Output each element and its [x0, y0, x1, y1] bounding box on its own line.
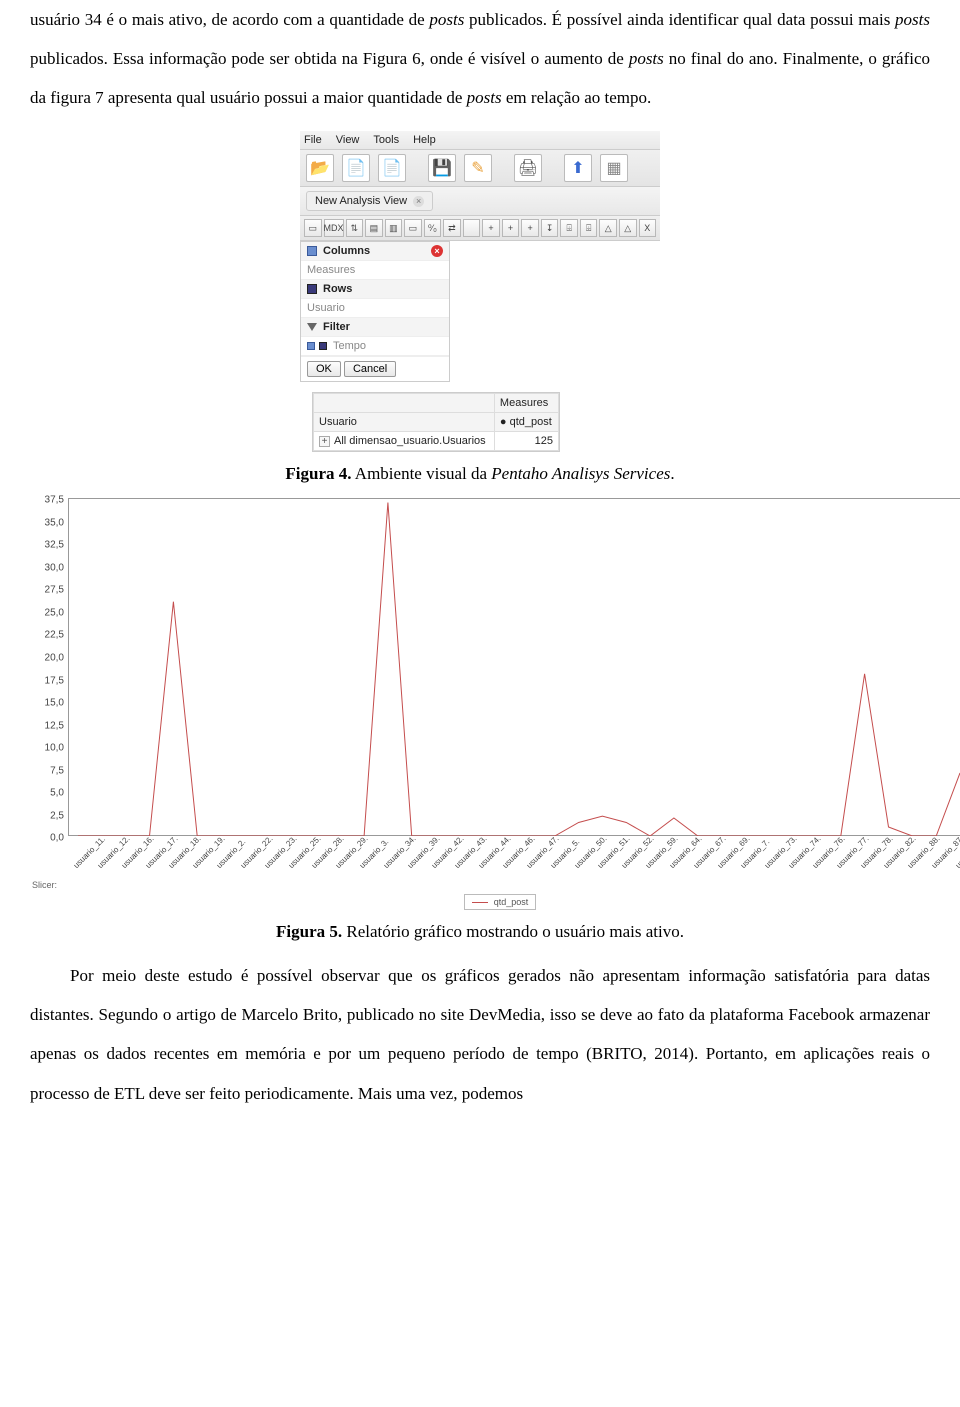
olap-tool-icon[interactable]: △: [599, 219, 617, 237]
rows-label: Rows: [323, 283, 352, 295]
print-icon[interactable]: 🖨: [514, 154, 542, 182]
y-tick-label: 10,0: [45, 743, 64, 754]
save-icon[interactable]: 💾: [428, 154, 456, 182]
y-tick-label: 15,0: [45, 698, 64, 709]
tempo-row[interactable]: Tempo: [301, 337, 449, 356]
remove-icon[interactable]: ×: [431, 245, 443, 257]
columns-label: Columns: [323, 245, 370, 257]
qtd-col-header: ● qtd_post: [494, 413, 558, 432]
figure5-caption: Figura 5. Relatório gráfico mostrando o …: [30, 922, 930, 942]
olap-tool-icon[interactable]: ⌹: [560, 219, 578, 237]
menu-item[interactable]: View: [336, 134, 360, 146]
intro-paragraph: usuário 34 é o mais ativo, de acordo com…: [30, 0, 930, 117]
y-tick-label: 22,5: [45, 630, 64, 641]
table-row-label[interactable]: +All dimensao_usuario.Usuarios: [314, 432, 495, 451]
filter-header: Filter: [301, 318, 449, 337]
chart-figure5: 0,0 2,5 5,0 7,5 10,0 12,5 15,0 17,5 20,0 22,5 25,0…: [30, 498, 960, 910]
y-tick-label: 17,5: [45, 675, 64, 686]
menu-item[interactable]: File: [304, 134, 322, 146]
layout-panel: Columns × Measures Rows Usuario Filter: [300, 241, 450, 382]
y-tick-label: 35,0: [45, 517, 64, 528]
y-tick-label: 5,0: [50, 788, 64, 799]
olap-tool-icon[interactable]: +: [502, 219, 520, 237]
olap-tool-icon[interactable]: +: [521, 219, 539, 237]
y-tick-label: 37,5: [45, 495, 64, 506]
olap-tool-icon[interactable]: △: [619, 219, 637, 237]
tab-bar: New Analysis View ×: [300, 187, 660, 216]
x-axis-labels: usuario_11.usuario_12.usuario_16.usuario…: [68, 836, 960, 878]
grid-icon[interactable]: ▦: [600, 154, 628, 182]
document-icon[interactable]: 📄: [342, 154, 370, 182]
ok-button[interactable]: OK: [307, 361, 341, 377]
tempo-label: Tempo: [333, 340, 366, 352]
close-icon[interactable]: ×: [413, 196, 424, 207]
edit-icon[interactable]: ✎: [464, 154, 492, 182]
chart-legend: qtd_post: [464, 894, 536, 910]
result-table: Measures Usuario ● qtd_post +All dimensa…: [312, 392, 560, 452]
rows-header: Rows: [301, 280, 449, 299]
legend-swatch: [472, 902, 488, 903]
y-tick-label: 2,5: [50, 810, 64, 821]
y-tick-label: 27,5: [45, 585, 64, 596]
upload-icon[interactable]: ⬆: [564, 154, 592, 182]
menubar: File View Tools Help: [300, 131, 660, 150]
table-row-value: 125: [494, 432, 558, 451]
olap-tool-icon[interactable]: ▤: [365, 219, 383, 237]
document-icon[interactable]: 📄: [378, 154, 406, 182]
y-tick-label: 7,5: [50, 765, 64, 776]
expand-icon[interactable]: +: [319, 436, 330, 447]
olap-tool-icon[interactable]: ⁰⁄₀: [424, 219, 442, 237]
square-icon: [307, 246, 317, 256]
measures-col-header: Measures: [494, 394, 558, 413]
olap-tool-icon[interactable]: ↧: [541, 219, 559, 237]
usuario-label: Usuario: [307, 302, 345, 314]
olap-tool-icon[interactable]: ▥: [385, 219, 403, 237]
tab-label: New Analysis View: [315, 195, 407, 207]
menu-item[interactable]: Help: [413, 134, 436, 146]
olap-tool-icon[interactable]: MDX: [324, 219, 344, 237]
menu-item[interactable]: Tools: [373, 134, 399, 146]
measures-row[interactable]: Measures: [301, 261, 449, 280]
y-axis-labels: 0,02,55,07,510,012,515,017,520,022,525,0…: [30, 498, 66, 838]
legend-label: qtd_post: [494, 897, 529, 907]
folder-open-icon[interactable]: 📂: [306, 154, 334, 182]
olap-tool-icon[interactable]: ▭: [404, 219, 422, 237]
square-icon: [319, 342, 327, 350]
pentaho-screenshot: File View Tools Help 📂 📄 📄 💾 ✎ 🖨 ⬆ ▦ New Analysis …: [30, 131, 930, 452]
y-tick-label: 20,0: [45, 653, 64, 664]
olap-tool-icon[interactable]: ⌹: [580, 219, 598, 237]
cancel-button[interactable]: Cancel: [344, 361, 396, 377]
olap-tool-icon[interactable]: X: [639, 219, 657, 237]
olap-tool-icon[interactable]: ▭: [304, 219, 322, 237]
filter-buttons: OK Cancel: [301, 356, 449, 381]
figure4-caption: Figura 4. Ambiente visual da Pentaho Ana…: [30, 464, 930, 484]
olap-toolbar: ▭MDX⇅▤▥▭⁰⁄₀⇄+++↧⌹⌹△△X: [300, 216, 660, 241]
slicer-label: Slicer:: [30, 880, 960, 890]
funnel-icon: [307, 323, 317, 331]
usuario-row[interactable]: Usuario: [301, 299, 449, 318]
y-tick-label: 25,0: [45, 607, 64, 618]
mini-icons: [307, 342, 327, 350]
olap-tool-icon[interactable]: [463, 219, 481, 237]
y-tick-label: 32,5: [45, 540, 64, 551]
y-tick-label: 0,0: [50, 833, 64, 844]
y-tick-label: 30,0: [45, 562, 64, 573]
closing-paragraph: Por meio deste estudo é possível observa…: [30, 956, 930, 1112]
olap-tool-icon[interactable]: ⇄: [443, 219, 461, 237]
line-chart-svg: [68, 498, 960, 836]
columns-header: Columns ×: [301, 242, 449, 261]
main-toolbar: 📂 📄 📄 💾 ✎ 🖨 ⬆ ▦: [300, 150, 660, 187]
measures-label: Measures: [307, 264, 355, 276]
analysis-tab[interactable]: New Analysis View ×: [306, 191, 433, 211]
square-icon: [307, 342, 315, 350]
usuario-col-header: Usuario: [314, 413, 495, 432]
square-icon: [307, 284, 317, 294]
filter-label: Filter: [323, 321, 350, 333]
y-tick-label: 12,5: [45, 720, 64, 731]
olap-tool-icon[interactable]: +: [482, 219, 500, 237]
olap-tool-icon[interactable]: ⇅: [346, 219, 364, 237]
